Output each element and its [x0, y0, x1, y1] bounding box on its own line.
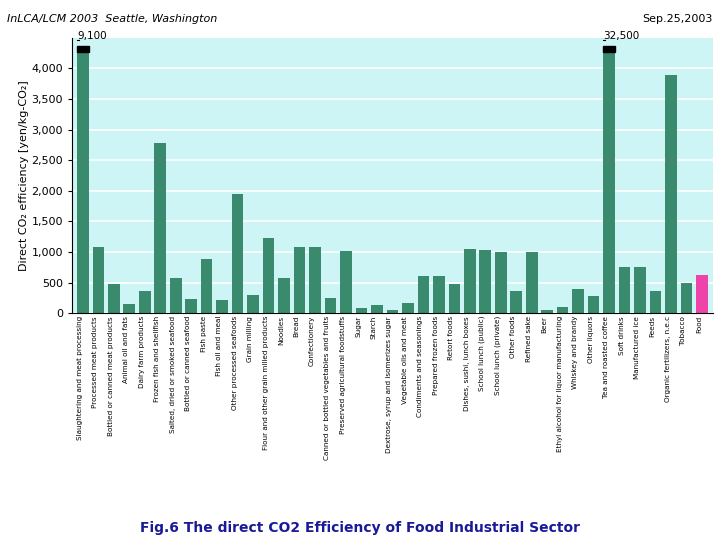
Bar [387, 310, 398, 313]
Bar [154, 143, 166, 313]
Bar [402, 303, 414, 313]
Bar [680, 283, 693, 313]
Bar [77, 49, 89, 313]
Bar [480, 249, 491, 313]
Bar [526, 252, 538, 313]
Bar [170, 278, 181, 313]
Bar [618, 267, 631, 313]
Bar [510, 291, 522, 313]
Text: Sep.25,2003: Sep.25,2003 [642, 14, 713, 24]
Bar [572, 289, 584, 313]
Bar [433, 276, 445, 313]
Bar [649, 291, 662, 313]
Bar [263, 238, 274, 313]
Bar [123, 304, 135, 313]
Bar [139, 291, 150, 313]
Bar [449, 285, 460, 313]
Bar [557, 307, 569, 313]
Text: InLCA/LCM 2003  Seattle, Washington: InLCA/LCM 2003 Seattle, Washington [7, 14, 217, 24]
Bar [541, 310, 553, 313]
Bar [588, 296, 600, 313]
Bar [92, 247, 104, 313]
Bar [247, 295, 259, 313]
Bar [185, 299, 197, 313]
FancyBboxPatch shape [77, 46, 89, 52]
Bar [696, 275, 708, 313]
Bar [108, 284, 120, 313]
Bar [371, 305, 383, 313]
FancyBboxPatch shape [603, 46, 615, 52]
Bar [216, 300, 228, 313]
Bar [294, 247, 305, 313]
Bar [325, 298, 336, 313]
Bar [665, 75, 677, 313]
Text: Fig.6 The direct CO2 Efficiency of Food Industrial Sector: Fig.6 The direct CO2 Efficiency of Food … [140, 521, 580, 535]
Bar [464, 249, 476, 313]
Text: 32,500: 32,500 [603, 31, 639, 42]
Bar [634, 267, 646, 313]
Text: 9,100: 9,100 [77, 31, 107, 42]
Bar [309, 247, 321, 313]
Bar [356, 308, 367, 313]
Bar [232, 194, 243, 313]
Bar [201, 259, 212, 313]
Bar [278, 278, 290, 313]
Bar [495, 252, 507, 313]
Bar [418, 276, 429, 313]
Bar [603, 49, 615, 313]
Bar [340, 252, 352, 313]
Y-axis label: Direct CO₂ efficiency [yen/kg-CO₂]: Direct CO₂ efficiency [yen/kg-CO₂] [19, 80, 29, 271]
